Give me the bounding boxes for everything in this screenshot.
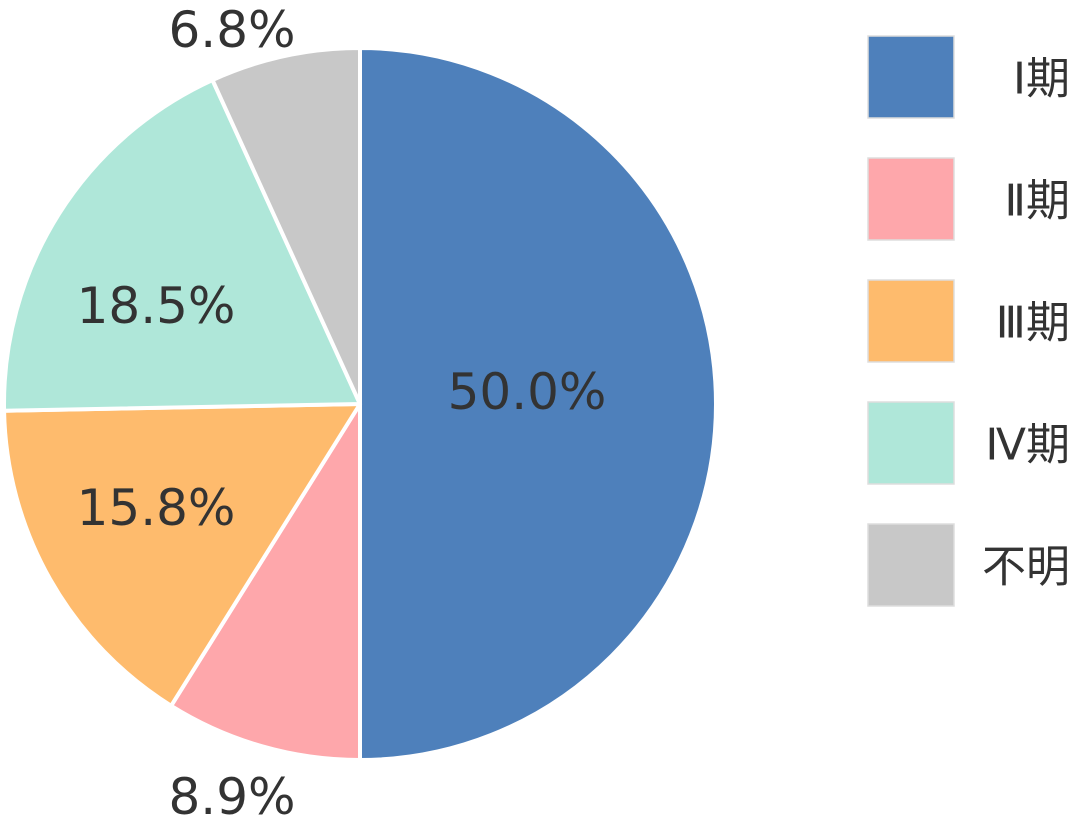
pie-slice-2 xyxy=(169,402,362,762)
legend-label-4: Ⅳ期 xyxy=(985,420,1070,471)
legend-item-2: Ⅱ期 xyxy=(867,157,1070,241)
legend-swatch-5 xyxy=(867,523,955,607)
legend-label-3: Ⅲ期 xyxy=(996,298,1070,349)
slice-value-label-2: 8.9% xyxy=(168,768,295,826)
legend-label-2: Ⅱ期 xyxy=(1004,176,1070,227)
legend-item-4: Ⅳ期 xyxy=(867,401,1070,485)
legend-item-5: 不明 xyxy=(867,523,1070,607)
pie-slices xyxy=(2,46,718,762)
legend-item-3: Ⅲ期 xyxy=(867,279,1070,363)
slice-value-label-3: 15.8% xyxy=(77,479,236,537)
slice-value-label-4: 18.5% xyxy=(77,277,236,335)
pie-slice-3 xyxy=(2,402,362,708)
legend-swatch-2 xyxy=(867,157,955,241)
pie-value-labels: 50.0% 8.9% 15.8% 18.5% 6.8% xyxy=(77,1,607,826)
pie-slice-1 xyxy=(358,46,718,762)
legend-label-5: 不明 xyxy=(982,542,1070,593)
legend-swatch-4 xyxy=(867,401,955,485)
slice-value-label-5: 6.8% xyxy=(168,1,295,59)
pie-slice-4 xyxy=(2,78,362,413)
legend-swatch-1 xyxy=(867,35,955,119)
legend-label-1: Ⅰ期 xyxy=(1013,54,1070,105)
slice-value-label-1: 50.0% xyxy=(448,363,607,421)
legend-swatch-3 xyxy=(867,279,955,363)
pie-slice-5 xyxy=(210,46,362,406)
legend-item-1: Ⅰ期 xyxy=(867,35,1070,119)
